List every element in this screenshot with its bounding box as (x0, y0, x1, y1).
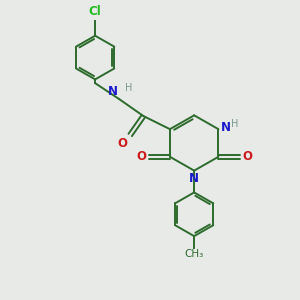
Text: N: N (221, 121, 231, 134)
Text: O: O (136, 150, 146, 163)
Text: O: O (118, 137, 128, 150)
Text: O: O (242, 150, 252, 163)
Text: H: H (231, 119, 238, 129)
Text: N: N (108, 85, 118, 98)
Text: H: H (124, 83, 132, 93)
Text: N: N (189, 172, 199, 185)
Text: CH₃: CH₃ (184, 249, 204, 259)
Text: Cl: Cl (89, 5, 101, 18)
